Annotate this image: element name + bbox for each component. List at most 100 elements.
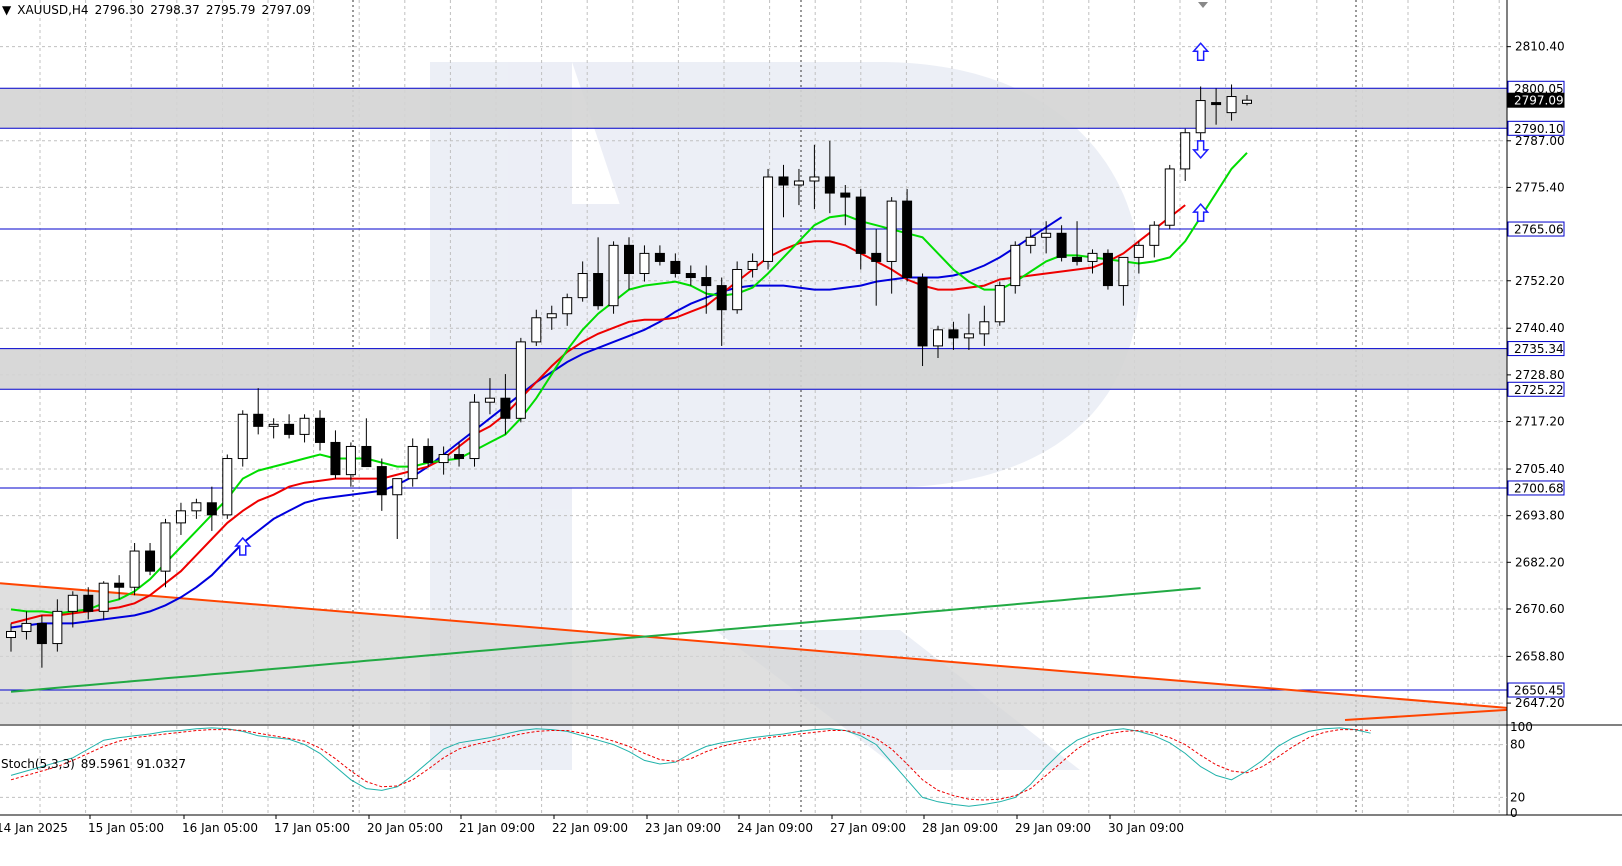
candle-body bbox=[392, 478, 403, 496]
candle-body bbox=[809, 176, 820, 182]
candle-body bbox=[855, 196, 866, 254]
candle bbox=[345, 442, 356, 487]
candle bbox=[36, 615, 47, 668]
candle bbox=[315, 410, 325, 451]
stochastic-label: Stoch(5,3,3) bbox=[1, 757, 75, 771]
candle-body bbox=[361, 445, 372, 468]
candle bbox=[1180, 128, 1191, 181]
candle-body bbox=[454, 454, 465, 460]
price-tick-label: 2810.40 bbox=[1515, 40, 1565, 54]
candle bbox=[222, 454, 233, 519]
candle-body bbox=[222, 458, 233, 516]
candle bbox=[330, 430, 341, 479]
candle bbox=[253, 388, 264, 435]
price-tick-label: 2670.60 bbox=[1515, 602, 1565, 616]
close-price: 2797.09 bbox=[261, 3, 312, 17]
candle bbox=[1056, 225, 1067, 262]
price-tick-label: 2787.00 bbox=[1515, 134, 1565, 148]
candle-body bbox=[716, 285, 727, 311]
candle-body bbox=[83, 594, 94, 612]
price-level-label: 2797.09 bbox=[1514, 94, 1564, 108]
candle bbox=[1118, 256, 1129, 306]
candle bbox=[809, 144, 820, 210]
candle-body bbox=[701, 277, 712, 287]
candle bbox=[145, 543, 156, 576]
candle-body bbox=[52, 610, 63, 645]
candle-body bbox=[191, 502, 202, 512]
candle bbox=[52, 599, 63, 652]
candle bbox=[206, 486, 217, 531]
candle-body bbox=[994, 285, 1005, 323]
time-tick-label: 23 Jan 09:00 bbox=[645, 821, 721, 835]
price-label-box bbox=[1507, 120, 1565, 136]
candle bbox=[469, 394, 480, 467]
candle bbox=[515, 337, 526, 423]
time-tick-label: 22 Jan 09:00 bbox=[552, 821, 628, 835]
price-label-box bbox=[1507, 682, 1565, 698]
price-tick-label: 2717.20 bbox=[1515, 415, 1565, 429]
candle bbox=[175, 502, 186, 535]
candle-body bbox=[732, 268, 743, 311]
candle-body bbox=[1072, 256, 1083, 262]
candle bbox=[608, 241, 619, 314]
time-tick-label: 30 Jan 09:00 bbox=[1108, 821, 1184, 835]
candle bbox=[299, 414, 310, 443]
candle-body bbox=[747, 260, 758, 270]
candle bbox=[1025, 229, 1036, 254]
candle-body bbox=[624, 244, 634, 275]
candle-body bbox=[284, 423, 295, 435]
price-tick-label: 2658.80 bbox=[1515, 649, 1565, 663]
candle bbox=[67, 591, 78, 628]
candle bbox=[824, 140, 835, 214]
candle bbox=[546, 305, 557, 330]
candle bbox=[886, 197, 897, 294]
candle bbox=[98, 581, 109, 620]
price-level-label: 2800.05 bbox=[1514, 82, 1564, 96]
price-axis-background bbox=[1508, 0, 1622, 862]
dropdown-triangle-icon[interactable]: ▼ bbox=[2, 3, 12, 17]
candle-body bbox=[299, 417, 310, 435]
candle bbox=[871, 229, 882, 306]
price-tick-label: 2693.80 bbox=[1515, 509, 1565, 523]
candle-body bbox=[330, 441, 341, 476]
price-label-box bbox=[1507, 381, 1565, 397]
price-label-box bbox=[1507, 480, 1565, 496]
candle-body bbox=[577, 273, 588, 299]
candle-body bbox=[1211, 102, 1222, 106]
candle-body bbox=[206, 502, 217, 516]
stochastic-main-line bbox=[10, 727, 1371, 807]
candle-body bbox=[778, 176, 789, 186]
time-tick-label: 14 Jan 2025 bbox=[0, 821, 68, 835]
candle-body bbox=[979, 321, 990, 335]
candle-body bbox=[1133, 244, 1144, 258]
candle bbox=[284, 414, 295, 439]
price-label-box bbox=[1507, 92, 1565, 108]
candle bbox=[840, 185, 851, 226]
candle bbox=[83, 587, 94, 620]
candle-body bbox=[531, 317, 542, 343]
candle bbox=[392, 478, 403, 539]
stochastic-tick-label: 0 bbox=[1510, 806, 1518, 820]
candle bbox=[361, 418, 372, 468]
candle-body bbox=[1010, 244, 1021, 287]
candle bbox=[160, 518, 171, 588]
candle bbox=[1164, 164, 1175, 230]
low-price: 2795.79 bbox=[205, 3, 256, 17]
candle-body bbox=[963, 333, 974, 339]
candle-body bbox=[21, 622, 32, 632]
signal-arrow-up-icon bbox=[234, 536, 252, 556]
price-level-label: 2790.10 bbox=[1514, 122, 1564, 136]
candle-body bbox=[1102, 252, 1113, 287]
candle bbox=[1195, 86, 1206, 145]
candle-body bbox=[1180, 132, 1191, 170]
candle-body bbox=[438, 454, 449, 464]
ma-mid-line bbox=[10, 204, 1186, 625]
time-tick-label: 16 Jan 05:00 bbox=[182, 821, 258, 835]
candle bbox=[1010, 241, 1021, 294]
candle bbox=[21, 611, 32, 640]
candle-body bbox=[685, 273, 696, 279]
signal-arrow-up-icon bbox=[1191, 203, 1210, 222]
candle-body bbox=[562, 297, 573, 315]
price-tick-label: 2740.40 bbox=[1515, 321, 1565, 335]
